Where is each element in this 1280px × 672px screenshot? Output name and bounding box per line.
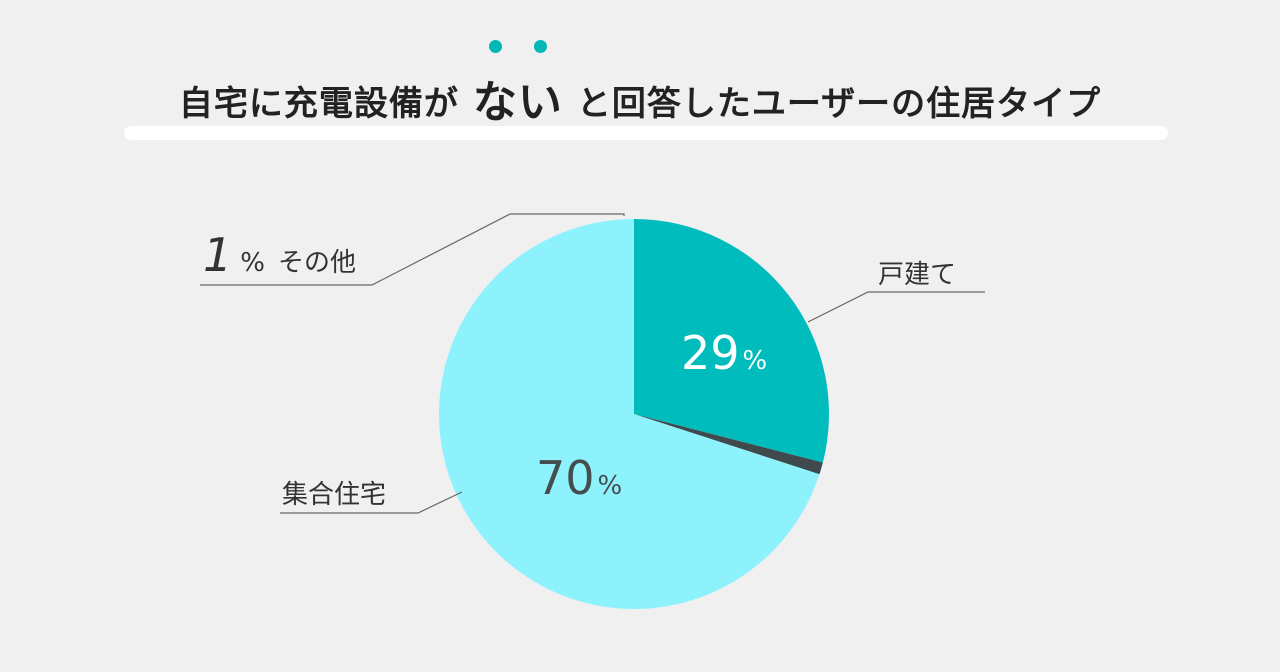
value-unit-shugo: % (598, 471, 623, 501)
leader-line-kodate (807, 291, 985, 323)
chart-title: 自宅に充電設備が ない と回答したユーザーの住居タイプ (0, 40, 1280, 130)
value-number-sonota: 1 (203, 228, 232, 282)
value-number-kodate: 29 (681, 326, 740, 380)
category-label-kodate: 戸建て (878, 260, 956, 290)
title-emphasis: ない (472, 40, 563, 130)
title-suffix: と回答したユーザーの住居タイプ (576, 84, 1102, 124)
value-unit-sonota: % (240, 248, 265, 278)
leader-line-sonota (200, 213, 625, 286)
title-prefix: 自宅に充電設備が (178, 84, 459, 124)
title-underline-bar (124, 126, 1168, 140)
category-label-shugo: 集合住宅 (282, 480, 386, 510)
value-label-kodate: 29% (681, 326, 767, 380)
value-label-shugo: 70% (536, 451, 622, 505)
emphasis-dot (533, 40, 547, 53)
emphasis-dots (473, 40, 563, 53)
pie-slice-kodate (634, 219, 829, 463)
pie-slice-shugo (439, 219, 820, 609)
value-label-sonota: 1% (203, 228, 265, 282)
leader-line-shugo (280, 491, 463, 514)
emphasis-dot (488, 40, 502, 53)
pie-slices (439, 219, 829, 609)
title-emphasis-text: ない (472, 77, 563, 128)
pie-slice-sonota (634, 414, 823, 475)
value-number-shugo: 70 (536, 451, 595, 505)
value-unit-kodate: % (743, 346, 768, 376)
category-label-sonota: その他 (278, 248, 356, 278)
